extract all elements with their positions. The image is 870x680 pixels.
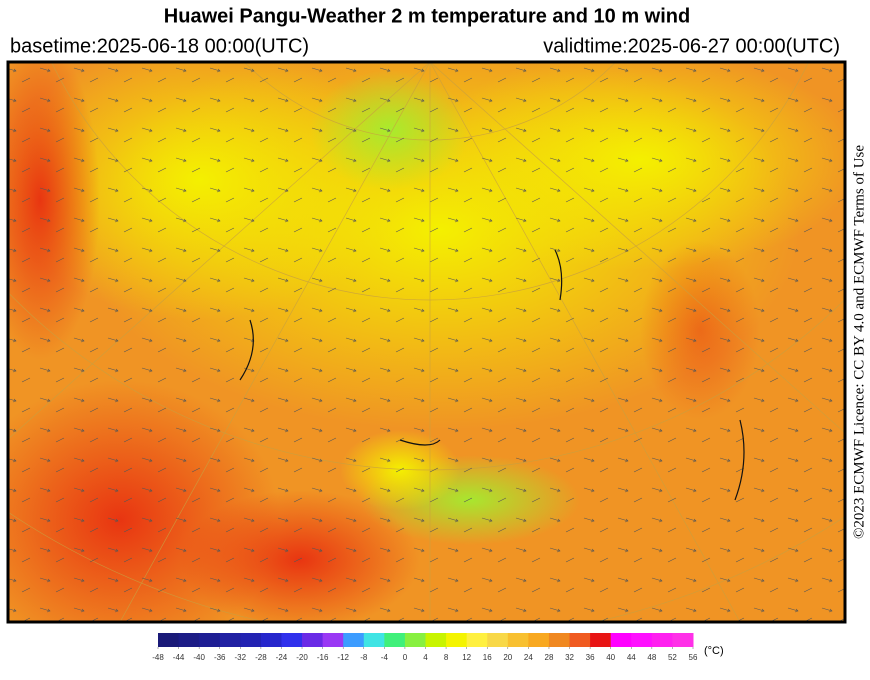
- colorbar-tick-label: 28: [545, 653, 554, 662]
- colorbar-segment: [651, 633, 673, 647]
- colorbar-tick-label: 56: [689, 653, 698, 662]
- colorbar-tick-label: -36: [214, 653, 226, 662]
- colorbar-segment: [590, 633, 612, 647]
- colorbar-tick-label: -44: [173, 653, 185, 662]
- title: Huawei Pangu-Weather 2 m temperature and…: [164, 5, 690, 27]
- colorbar-tick-label: 0: [403, 653, 408, 662]
- colorbar-tick-label: 32: [565, 653, 574, 662]
- colorbar-segment: [631, 633, 653, 647]
- colorbar-segment: [219, 633, 241, 647]
- colorbar-tick-label: 20: [503, 653, 512, 662]
- colorbar-tick-label: 52: [668, 653, 677, 662]
- colorbar-unit: (°C): [704, 645, 724, 657]
- colorbar-tick-label: 8: [444, 653, 449, 662]
- licence: ©2023 ECMWF Licence: CC BY 4.0 and ECMWF…: [851, 145, 867, 539]
- colorbar-segment: [528, 633, 550, 647]
- colorbar-tick-label: -32: [235, 653, 247, 662]
- colorbar-segment: [363, 633, 385, 647]
- colorbar-tick-label: 16: [483, 653, 492, 662]
- colorbar-segment: [466, 633, 488, 647]
- colorbar-tick-label: -28: [255, 653, 267, 662]
- colorbar-tick-label: -4: [381, 653, 389, 662]
- colorbar-segment: [199, 633, 221, 647]
- colorbar-tick-label: 48: [647, 653, 656, 662]
- colorbar-tick-label: -40: [193, 653, 205, 662]
- colorbar-segment: [384, 633, 406, 647]
- colorbar-segment: [672, 633, 694, 647]
- colorbar-tick-label: 4: [423, 653, 428, 662]
- colorbar-tick-label: 44: [627, 653, 636, 662]
- colorbar-tick-label: -8: [360, 653, 368, 662]
- colorbar-tick-label: -16: [317, 653, 329, 662]
- colorbar-segment: [404, 633, 426, 647]
- colorbar-segment: [507, 633, 529, 647]
- colorbar-segment: [425, 633, 447, 647]
- colorbar-segment: [240, 633, 262, 647]
- colorbar-tick-label: 40: [606, 653, 615, 662]
- colorbar-tick-label: 24: [524, 653, 533, 662]
- colorbar-segment: [178, 633, 200, 647]
- colorbar-tick-label: -12: [337, 653, 349, 662]
- map: [8, 62, 845, 622]
- colorbar-segment: [302, 633, 324, 647]
- colorbar-segment: [343, 633, 365, 647]
- colorbar-segment: [158, 633, 180, 647]
- colorbar-segment: [260, 633, 282, 647]
- colorbar-tick-label: -20: [296, 653, 308, 662]
- basetime: basetime:2025-06-18 00:00(UTC): [10, 35, 309, 57]
- colorbar-segment: [446, 633, 468, 647]
- colorbar-tick-label: -24: [276, 653, 288, 662]
- colorbar-segment: [281, 633, 303, 647]
- colorbar-segment: [322, 633, 344, 647]
- colorbar-segment: [487, 633, 509, 647]
- colorbar-segment: [569, 633, 591, 647]
- colorbar: -48 -44 -40 -36 -32 -28 -24 -20 -16 -12 -8 -4 0 4 8 12 1…: [152, 633, 698, 662]
- validtime: validtime:2025-06-27 00:00(UTC): [543, 35, 840, 57]
- colorbar-segment: [610, 633, 632, 647]
- map-frame: [6, 60, 847, 624]
- colorbar-tick-label: -48: [152, 653, 164, 662]
- colorbar-tick-label: 36: [586, 653, 595, 662]
- colorbar-tick-label: 12: [462, 653, 471, 662]
- colorbar-segment: [548, 633, 571, 647]
